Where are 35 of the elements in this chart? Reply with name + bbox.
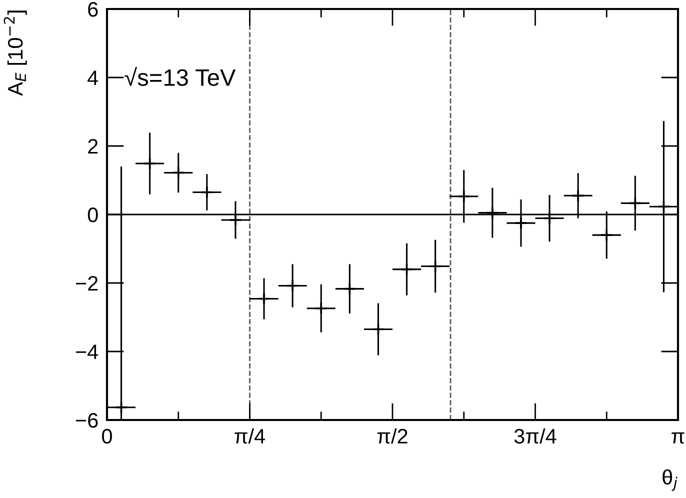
- y-tick-label: −4: [76, 344, 98, 360]
- point: [600, 228, 614, 242]
- x-axis-title: θ$_{j}$: [662, 469, 678, 491]
- point: [343, 282, 356, 296]
- x-tick-label: π: [672, 432, 684, 444]
- annotation: √s=13 TeV: [124, 67, 236, 86]
- point: [572, 189, 585, 202]
- x-tick-label: π/4: [234, 428, 266, 444]
- y-tick-label: −2: [76, 276, 98, 291]
- point: [657, 200, 670, 214]
- point: [286, 279, 300, 292]
- point: [229, 214, 242, 226]
- point: [114, 400, 128, 414]
- point: [400, 262, 414, 276]
- point: [258, 292, 270, 306]
- y-axis-title: A$_{E}$ [10$^{−2}$]: [4, 10, 27, 96]
- x-tick-label: 3π/4: [514, 428, 556, 444]
- x-tick-label: π/2: [377, 428, 408, 444]
- point: [543, 212, 556, 225]
- point: [486, 206, 499, 220]
- point: [372, 322, 385, 336]
- x-tick-label: 0: [102, 428, 112, 444]
- y-tick-label: 0: [88, 208, 98, 222]
- y-tick-label: 2: [88, 139, 98, 154]
- y-tick-label: 4: [88, 70, 98, 86]
- point: [172, 166, 185, 180]
- y-tick-label: −6: [76, 413, 98, 428]
- point: [628, 196, 642, 210]
- point: [457, 190, 470, 203]
- point: [200, 186, 214, 199]
- point: [143, 157, 156, 170]
- point: [428, 260, 442, 273]
- y-tick-label: 6: [88, 2, 98, 17]
- point: [514, 216, 528, 230]
- point: [314, 302, 328, 315]
